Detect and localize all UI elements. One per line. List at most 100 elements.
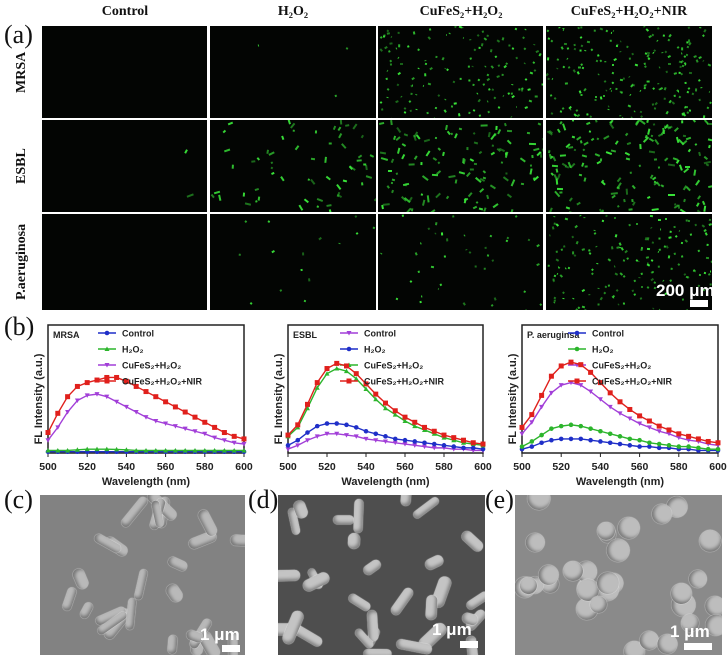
data-point: [578, 423, 584, 429]
chart-2: 500 520 540 560 580 600 Wavelength (nm) FL Inte…: [507, 324, 727, 488]
legend-label: Control: [592, 329, 624, 339]
bacterium-cell: [525, 495, 554, 513]
sem-image-esbl: [278, 495, 485, 655]
data-point: [549, 437, 554, 443]
data-point: [114, 399, 120, 405]
data-point: [353, 425, 359, 430]
bacterium-cell: [163, 581, 185, 605]
data-point: [529, 420, 535, 425]
x-tick-label: 500: [39, 461, 57, 473]
bacterium-cell: [301, 570, 332, 594]
data-point: [212, 447, 218, 453]
data-point: [666, 427, 672, 433]
bacterium-cell: [347, 533, 361, 550]
data-point: [422, 424, 427, 430]
data-point: [172, 424, 178, 429]
data-point: [568, 422, 574, 428]
bacterium-cell: [412, 495, 442, 520]
panel-label-d: (d): [248, 485, 279, 514]
bacterium-cell: [400, 495, 412, 507]
data-point: [363, 381, 369, 387]
data-point: [383, 400, 388, 406]
data-point: [656, 423, 662, 429]
data-point: [192, 447, 198, 453]
data-point: [548, 373, 554, 379]
fluorescence-image-1-3: [546, 120, 712, 212]
fluorescence-image-0-0: [42, 26, 207, 118]
data-point: [529, 412, 535, 418]
x-tick-label: 600: [709, 461, 727, 473]
data-point: [470, 440, 476, 446]
data-point: [578, 436, 584, 442]
legend-marker: [104, 346, 110, 351]
data-point: [617, 399, 623, 405]
data-point: [344, 433, 349, 438]
data-point: [373, 431, 379, 437]
data-point: [607, 440, 613, 446]
data-point: [705, 446, 711, 452]
data-point: [74, 447, 80, 452]
data-point: [84, 446, 90, 452]
data-point: [588, 389, 594, 395]
sem-scale-bar-d: [460, 641, 478, 648]
data-point: [637, 444, 642, 449]
x-tick-label: 540: [592, 461, 610, 473]
data-point: [163, 399, 169, 405]
y-axis-label: FL Intensity (a.u.): [507, 353, 519, 444]
x-axis-label: Wavelength (nm): [576, 476, 665, 488]
data-point: [676, 444, 682, 449]
data-point: [607, 404, 613, 410]
legend-label: CuFeS₂+H₂O₂: [122, 361, 181, 371]
data-point: [568, 359, 574, 365]
legend-label: CuFeS₂+H₂O₂: [592, 361, 651, 371]
data-point: [65, 394, 71, 400]
data-point: [686, 433, 692, 439]
bacterium-cell: [464, 590, 485, 612]
data-point: [539, 432, 544, 438]
data-point: [696, 445, 701, 451]
legend-marker: [574, 346, 580, 352]
bacterium-cell: [133, 568, 149, 601]
data-point: [363, 436, 369, 442]
legend-label: H₂O₂: [364, 345, 386, 355]
data-point: [114, 374, 120, 380]
legend-label: Control: [364, 329, 396, 339]
data-point: [192, 429, 198, 434]
panel-label-e: (e): [485, 485, 514, 514]
data-point: [285, 432, 291, 438]
data-point: [637, 437, 642, 443]
bacterium-cell: [694, 525, 722, 557]
data-point: [45, 438, 51, 443]
data-point: [305, 405, 310, 411]
data-point: [607, 390, 613, 396]
data-point: [470, 445, 476, 451]
x-tick-label: 580: [670, 461, 688, 473]
data-point: [441, 443, 447, 448]
data-point: [305, 430, 310, 435]
data-point: [212, 424, 218, 430]
data-point: [202, 431, 208, 437]
bacterium-cell: [425, 595, 438, 621]
sem-scale-bar-e: [684, 643, 712, 650]
data-point: [65, 410, 71, 415]
data-point: [627, 416, 633, 421]
legend-marker: [574, 378, 580, 384]
data-point: [133, 383, 139, 389]
data-point: [597, 380, 603, 386]
bacterium-cell: [522, 529, 549, 556]
bacterium-cell: [615, 514, 642, 541]
data-point: [480, 446, 486, 452]
data-point: [241, 447, 247, 453]
data-point: [578, 383, 584, 388]
plot-frame: [287, 324, 484, 454]
fluorescence-image-1-1: [210, 120, 376, 212]
data-point: [656, 429, 662, 434]
scale-bar: [690, 300, 708, 307]
data-point: [549, 426, 554, 431]
data-point: [153, 419, 159, 424]
legend-label: CuFeS₂+H₂O₂+NIR: [364, 377, 445, 387]
spectra-charts: 500 520 540 560 580 600 Wavelength (nm) FL Inte…: [33, 324, 727, 488]
data-point: [686, 444, 691, 449]
data-point: [480, 441, 486, 447]
data-point: [529, 439, 535, 444]
